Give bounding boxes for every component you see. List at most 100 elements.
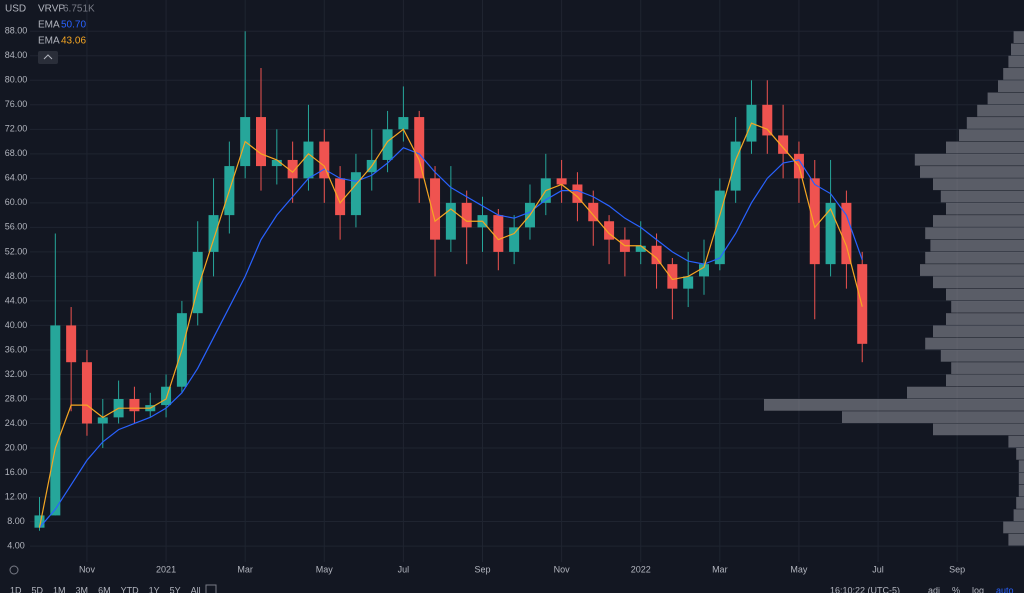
range-button[interactable]: 3M [76, 585, 89, 593]
profile-bar [951, 362, 1024, 374]
candle-body [430, 178, 441, 240]
range-button[interactable]: 6M [98, 585, 111, 593]
candle-body [809, 178, 820, 265]
y-tick-label: 32.00 [5, 369, 28, 379]
candle-body [445, 202, 456, 240]
settings-icon[interactable] [9, 565, 19, 575]
profile-bar [842, 411, 1024, 423]
y-tick-label: 88.00 [5, 26, 28, 36]
candle-body [303, 141, 314, 179]
candle-body [81, 362, 92, 424]
profile-bar [951, 300, 1024, 313]
range-button[interactable]: 1M [53, 585, 66, 593]
candle-body [161, 386, 172, 406]
profile-bar [946, 374, 1024, 387]
candle-body [34, 515, 45, 528]
candle-body [509, 227, 520, 252]
profile-bar [977, 104, 1024, 117]
y-tick-label: 4.00 [7, 540, 25, 550]
range-button[interactable]: 1D [10, 585, 22, 593]
legend-name: VRVP [38, 4, 65, 15]
x-tick-label: 2022 [631, 564, 651, 574]
option-button[interactable]: adj [928, 585, 940, 593]
y-tick-label: 52.00 [5, 246, 28, 256]
range-button[interactable]: 5Y [170, 585, 181, 593]
profile-bar [933, 423, 1024, 436]
y-tick-label: 64.00 [5, 173, 28, 183]
profile-bar [930, 239, 1024, 252]
range-button[interactable]: 5D [32, 585, 44, 593]
option-button[interactable]: log [972, 585, 984, 593]
profile-bar [1016, 497, 1024, 509]
profile-bar [1003, 68, 1024, 80]
collapse-button[interactable] [38, 51, 58, 64]
range-button[interactable]: 1Y [149, 585, 160, 593]
candle-body [556, 178, 567, 185]
y-tick-label: 60.00 [5, 197, 28, 207]
ema-line [38, 122, 863, 528]
profile-bar [946, 202, 1024, 215]
range-button[interactable]: All [191, 585, 201, 593]
profile-bar [1013, 31, 1024, 44]
profile-bar [925, 251, 1024, 264]
candle-body [192, 251, 203, 314]
candle-body [683, 276, 694, 289]
y-tick-label: 16.00 [5, 467, 28, 477]
option-button[interactable]: % [952, 585, 960, 593]
profile-bar [1008, 55, 1024, 68]
x-tick-label: Sep [474, 564, 490, 574]
y-tick-label: 40.00 [5, 320, 28, 330]
profile-bar [1013, 509, 1024, 522]
profile-bar [946, 141, 1024, 154]
profile-bar [920, 166, 1024, 178]
y-tick-label: 80.00 [5, 75, 28, 85]
candle-body [604, 221, 615, 240]
profile-bar [1008, 533, 1024, 546]
profile-bar [1011, 43, 1024, 56]
candle-body [714, 190, 725, 265]
legend-value: 43.06 [61, 36, 86, 47]
y-tick-label: 84.00 [5, 50, 28, 60]
candle-body [97, 417, 108, 424]
ema-line [39, 147, 863, 529]
y-tick-label: 28.00 [5, 393, 28, 403]
profile-bar [998, 80, 1024, 93]
candle-body [319, 141, 330, 179]
candle-body [335, 178, 346, 216]
x-tick-label: Nov [79, 564, 96, 574]
candle-body [382, 129, 393, 160]
volume-profile [764, 31, 1024, 546]
x-tick-label: Mar [712, 564, 728, 574]
currency-label: USD [5, 4, 26, 15]
candle-body [461, 202, 472, 228]
profile-bar [933, 276, 1024, 289]
profile-bar [940, 349, 1024, 362]
candle-body [414, 117, 425, 179]
y-tick-label: 72.00 [5, 124, 28, 134]
candle-body [398, 117, 409, 130]
y-tick-label: 12.00 [5, 491, 28, 501]
axes: 4.00 8.00 12.00 16.00 20.00 24.00 28.00 32.00 36… [5, 26, 965, 575]
profile-bar [940, 190, 1024, 203]
candle-body [635, 245, 646, 252]
profile-bar [764, 398, 1024, 411]
legend-value: 6.751K [63, 4, 95, 15]
x-tick-label: May [316, 564, 334, 574]
range-button[interactable]: YTD [121, 585, 140, 593]
x-tick-label: 2021 [156, 564, 176, 574]
candle-body [208, 215, 219, 252]
candle-body [588, 202, 599, 222]
y-tick-label: 20.00 [5, 442, 28, 452]
profile-bar [1018, 472, 1024, 485]
profile-bar [933, 325, 1024, 338]
profile-bar [966, 117, 1024, 129]
profile-bar [1008, 435, 1024, 448]
candle-body [778, 135, 789, 154]
profile-bar [907, 386, 1024, 399]
candle-body [66, 325, 77, 363]
option-button[interactable]: auto [996, 585, 1014, 593]
calendar-icon[interactable] [205, 584, 217, 593]
